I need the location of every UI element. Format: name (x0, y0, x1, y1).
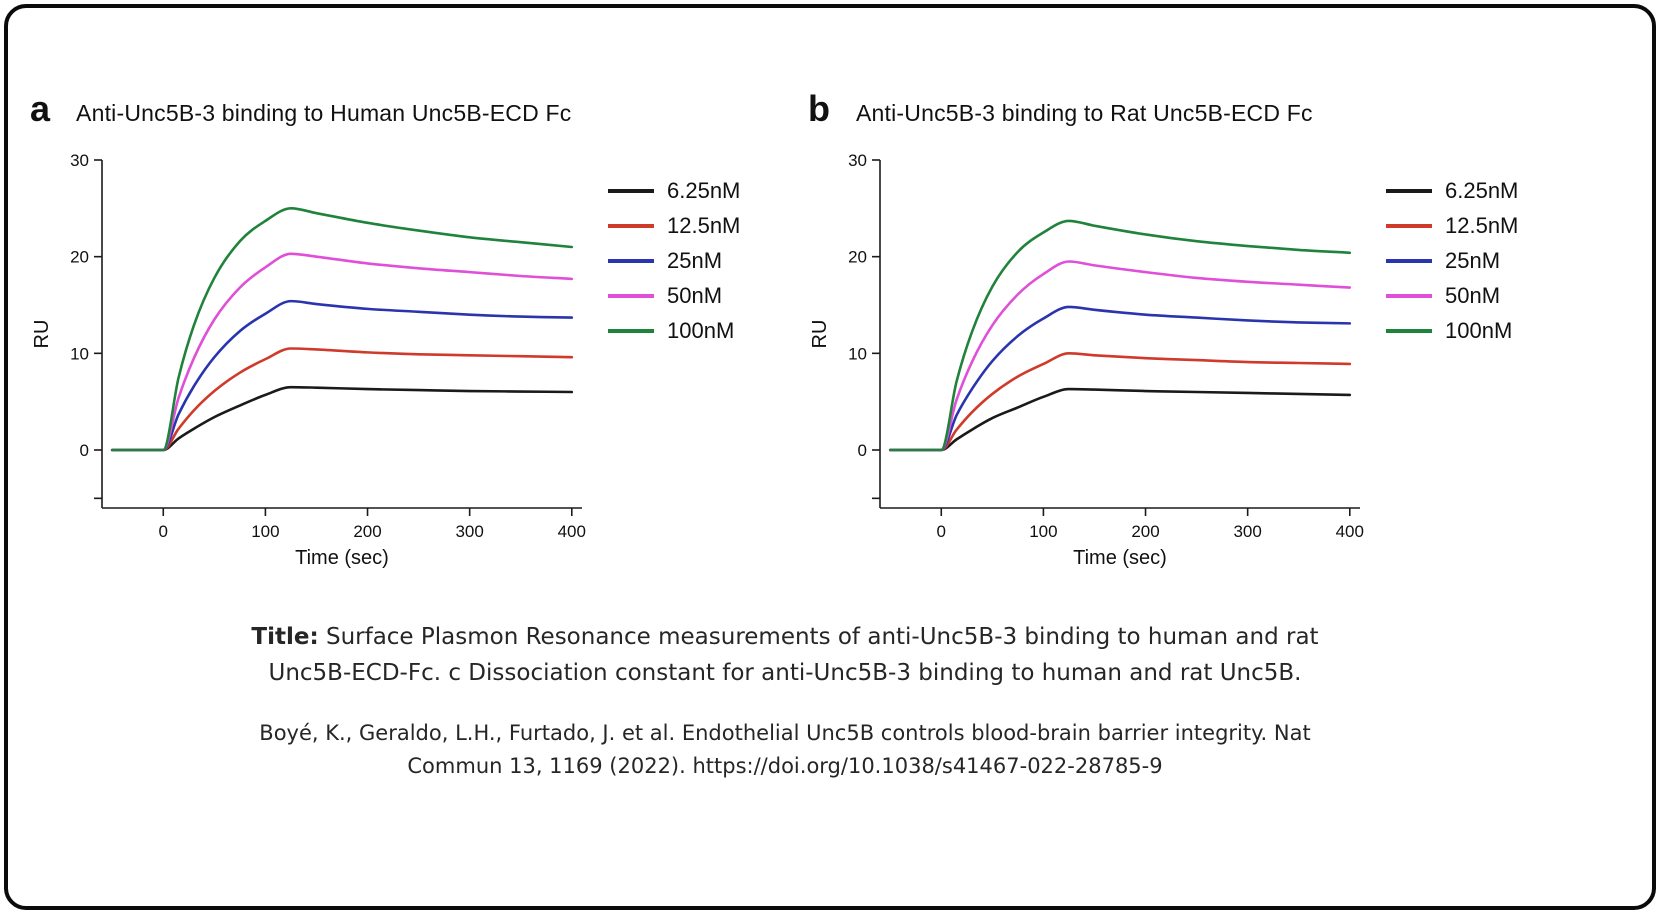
x-tick-label: 400 (1336, 522, 1364, 541)
chart-title-rat: Anti-Unc5B-3 binding to Rat Unc5B-ECD Fc (856, 100, 1313, 126)
chart-area-human: 0 10 20 30 0 100 200 300 400 Time (sec) RU 6.25nM 1… (30, 132, 798, 572)
series-line-50nM (888, 260, 1352, 452)
x-axis-label: Time (sec) (1073, 547, 1167, 569)
legend-item: 12.5nM (1386, 213, 1518, 238)
legend-item: 50nM (1386, 283, 1518, 308)
series-line-12.5nM (888, 352, 1352, 452)
legend-item: 100nM (608, 318, 740, 343)
figure-caption: Title: Surface Plasmon Resonance measure… (8, 620, 1652, 691)
legend-item: 6.25nM (1386, 178, 1518, 203)
legend-color-line (1386, 188, 1432, 193)
legend-item: 50nM (608, 283, 740, 308)
legend-color-line (608, 328, 654, 333)
spr-chart-human: 0 10 20 30 0 100 200 300 400 Time (sec) RU (30, 132, 590, 572)
x-tick-label: 300 (1233, 522, 1261, 541)
series-line-12.5nM (110, 347, 574, 452)
legend-color-line (1386, 293, 1432, 298)
y-axis-label: RU (31, 320, 53, 349)
legend-color-line (1386, 328, 1432, 333)
legend-label: 25nM (667, 247, 723, 273)
series-line-25nM (110, 299, 574, 452)
legend-label: 12.5nM (1445, 212, 1519, 238)
caption-line-1-text: Surface Plasmon Resonance measurements o… (318, 624, 1319, 650)
series-line-100nM (110, 207, 574, 452)
y-tick-label: 20 (70, 248, 89, 267)
panel-header-human: a Anti-Unc5B-3 binding to Human Unc5B-EC… (30, 88, 798, 132)
legend-color-line (608, 223, 654, 228)
y-tick-label: 20 (848, 248, 867, 267)
y-axis-label: RU (809, 320, 831, 349)
legend-color-line (1386, 223, 1432, 228)
legend-item: 25nM (1386, 248, 1518, 273)
figure-frame: a Anti-Unc5B-3 binding to Human Unc5B-EC… (4, 4, 1656, 910)
series-line-25nM (888, 305, 1352, 452)
y-tick-label: 30 (70, 151, 89, 170)
x-axis-label: Time (sec) (295, 547, 389, 569)
spr-chart-rat: 0 10 20 30 0 100 200 300 400 Time (sec) RU (808, 132, 1368, 572)
legend-color-line (1386, 258, 1432, 263)
caption-prefix: Title: (251, 624, 319, 650)
legend-human: 6.25nM 12.5nM 25nM 50nM 100nM (608, 178, 740, 572)
legend-label: 100nM (1445, 317, 1513, 343)
legend-rat: 6.25nM 12.5nM 25nM 50nM 100nM (1386, 178, 1518, 572)
panel-human: a Anti-Unc5B-3 binding to Human Unc5B-EC… (30, 88, 798, 572)
legend-color-line (608, 188, 654, 193)
legend-item: 100nM (1386, 318, 1518, 343)
y-tick-label: 0 (858, 441, 867, 460)
legend-color-line (608, 258, 654, 263)
legend-label: 25nM (1445, 247, 1501, 273)
legend-label: 12.5nM (667, 212, 741, 238)
series-line-6.25nM (888, 387, 1352, 452)
citation: Boyé, K., Geraldo, L.H., Furtado, J. et … (8, 717, 1652, 782)
series-line-100nM (888, 219, 1352, 452)
panel-label-a: a (30, 88, 51, 129)
legend-label: 50nM (1445, 282, 1501, 308)
x-tick-label: 400 (558, 522, 586, 541)
citation-line-1: Boyé, K., Geraldo, L.H., Furtado, J. et … (259, 721, 1311, 746)
x-tick-label: 0 (937, 522, 946, 541)
y-tick-label: 30 (848, 151, 867, 170)
legend-label: 6.25nM (667, 177, 741, 203)
y-tick-label: 10 (70, 344, 89, 363)
x-tick-label: 0 (159, 522, 168, 541)
x-tick-label: 100 (251, 522, 279, 541)
x-tick-label: 100 (1029, 522, 1057, 541)
x-tick-label: 300 (455, 522, 483, 541)
legend-color-line (608, 293, 654, 298)
legend-item: 12.5nM (608, 213, 740, 238)
legend-label: 100nM (667, 317, 735, 343)
chart-area-rat: 0 10 20 30 0 100 200 300 400 Time (sec) RU 6.25nM 1… (808, 132, 1576, 572)
series-line-6.25nM (110, 385, 574, 452)
panel-header-rat: b Anti-Unc5B-3 binding to Rat Unc5B-ECD … (808, 88, 1576, 132)
panel-label-b: b (808, 88, 830, 129)
y-tick-label: 0 (80, 441, 89, 460)
caption-line-1: Title: Surface Plasmon Resonance measure… (8, 620, 1562, 656)
legend-label: 6.25nM (1445, 177, 1519, 203)
legend-item: 25nM (608, 248, 740, 273)
citation-line-2: Commun 13, 1169 (2022). https://doi.org/… (407, 753, 1163, 778)
legend-label: 50nM (667, 282, 723, 308)
y-tick-label: 10 (848, 344, 867, 363)
legend-item: 6.25nM (608, 178, 740, 203)
chart-title-human: Anti-Unc5B-3 binding to Human Unc5B-ECD … (76, 100, 572, 126)
x-tick-label: 200 (1131, 522, 1159, 541)
panel-rat: b Anti-Unc5B-3 binding to Rat Unc5B-ECD … (808, 88, 1576, 572)
series-line-50nM (110, 252, 574, 452)
charts-row: a Anti-Unc5B-3 binding to Human Unc5B-EC… (8, 8, 1652, 572)
caption-line-2: Unc5B-ECD-Fc. c Dissociation constant fo… (268, 659, 1302, 686)
x-tick-label: 200 (353, 522, 381, 541)
